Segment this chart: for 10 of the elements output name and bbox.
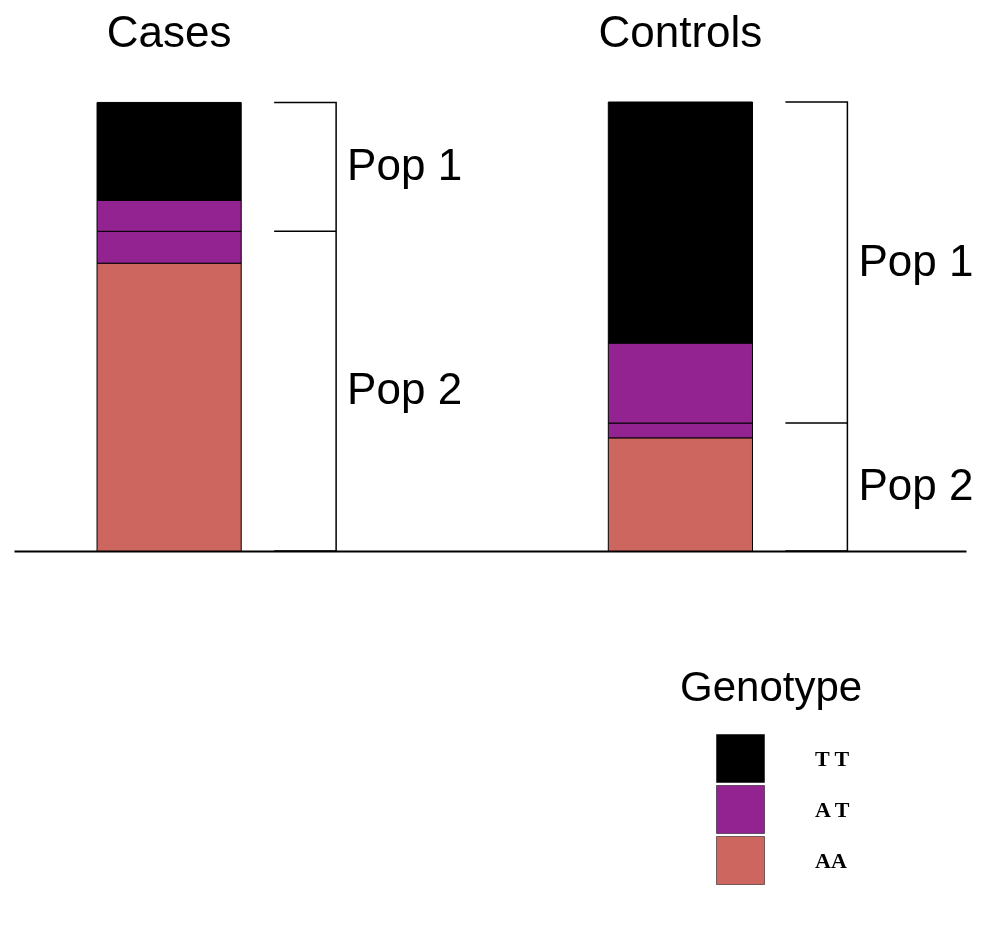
annotation: Pop 1 [347,139,463,189]
legend-label: A T [815,796,850,822]
annotation: Pop 2 [858,460,974,510]
x-tick-label: Controls [598,6,763,56]
legend-label: T T [815,745,850,771]
legend-label: AA [815,847,847,873]
annotation: Pop 1 [858,235,974,285]
annotation: Pop 2 [347,364,463,414]
x-tick-label: Cases [106,6,232,56]
legend-title: Genotype [680,663,863,710]
